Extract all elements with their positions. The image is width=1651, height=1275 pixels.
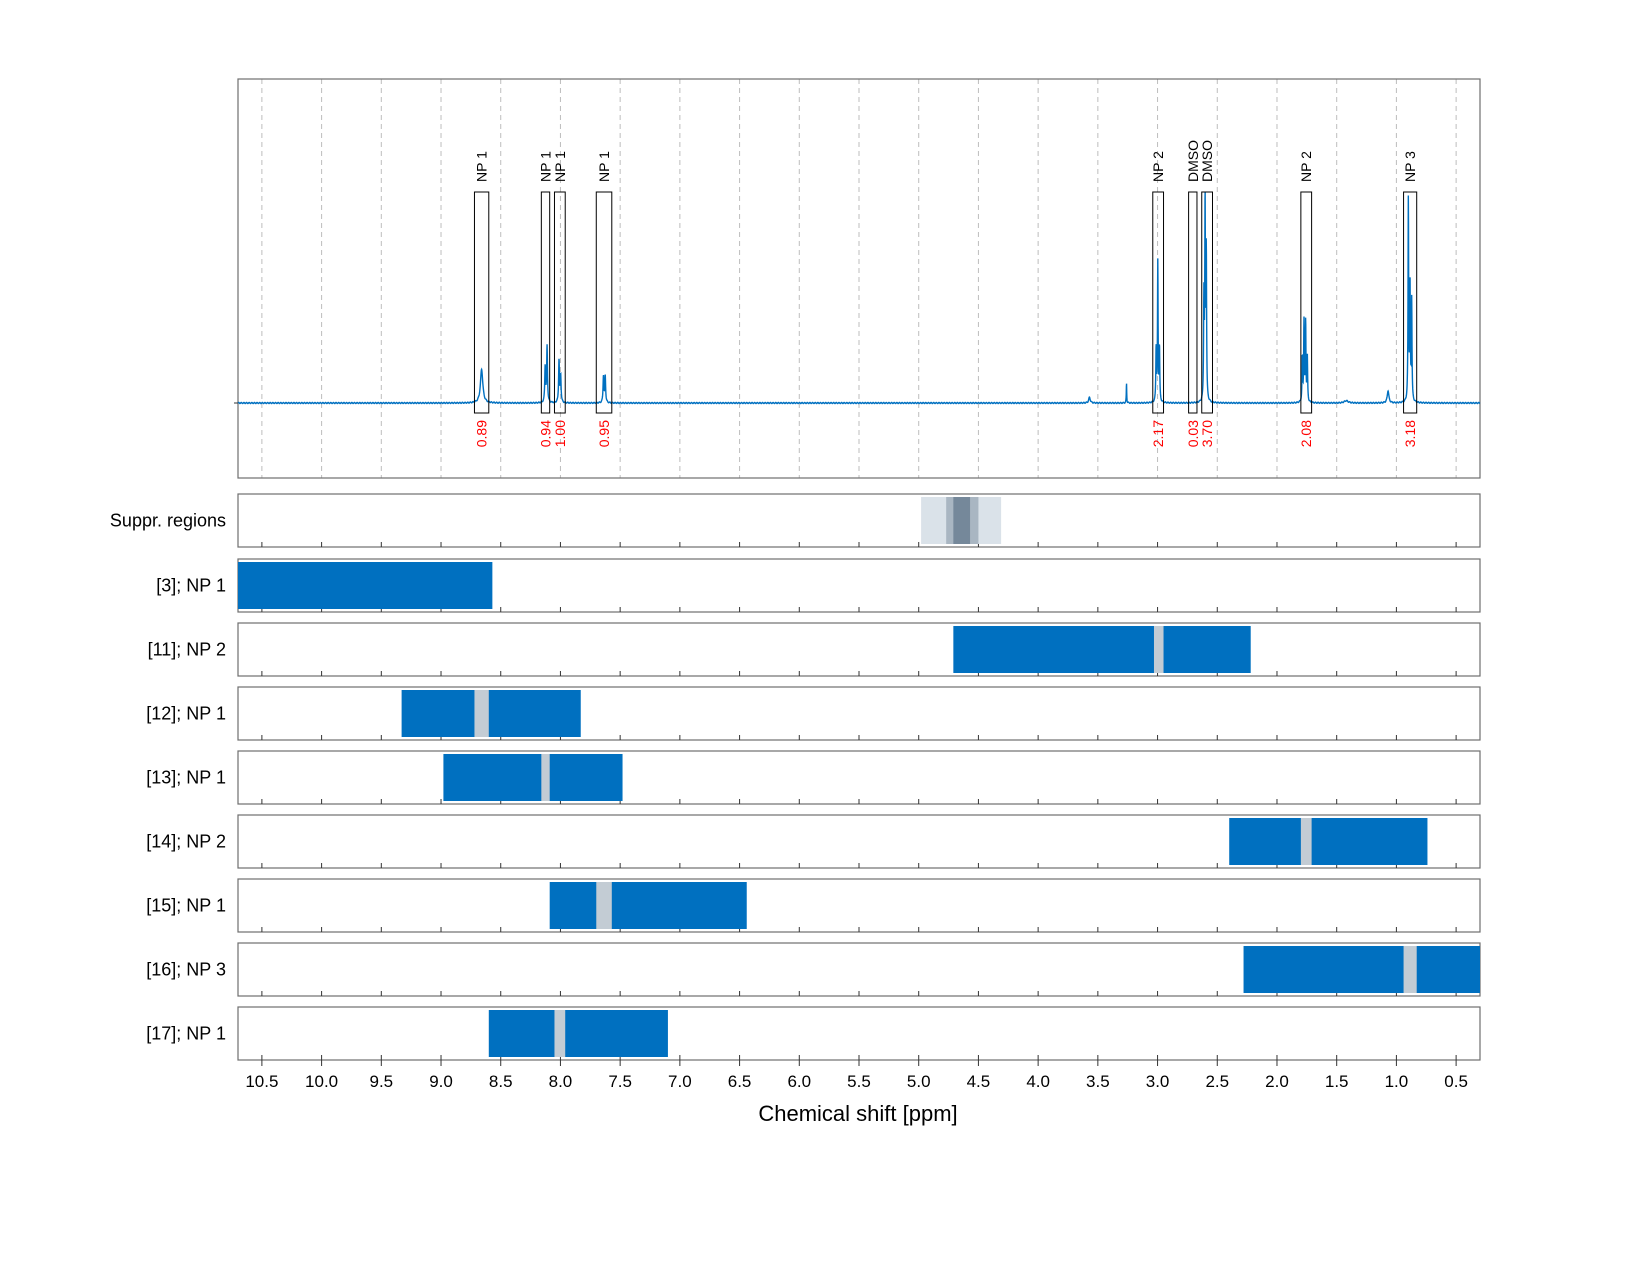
- grid-layer: [261, 79, 1457, 478]
- x-tick-label-3: 9.0: [429, 1072, 453, 1091]
- x-tick-label-11: 5.0: [907, 1072, 931, 1091]
- peak-region-box-1: [540, 191, 551, 414]
- spectrum-panel: NP 1 0.89 NP 1 0.94 NP 1 1.00 NP 1 0.95 NP 2 2.17…: [234, 78, 1481, 479]
- integral-label-7: 2.08: [1298, 420, 1314, 447]
- peak-label-8: NP 3: [1402, 151, 1418, 182]
- x-tick-label-1: 10.0: [305, 1072, 338, 1091]
- row-label-6: [15]; NP 1: [146, 896, 226, 916]
- integral-label-3: 0.95: [596, 420, 612, 447]
- x-tick-label-13: 4.0: [1026, 1072, 1050, 1091]
- peak-region-box-3: [595, 191, 613, 414]
- x-tick-label-9: 6.0: [787, 1072, 811, 1091]
- region-bar-5: [549, 882, 747, 929]
- region-bar-0: [238, 562, 493, 609]
- integral-label-2: 1.00: [552, 420, 568, 447]
- row-frame-8: [237, 1006, 1481, 1061]
- region-bar-1: [953, 626, 1251, 673]
- x-tick-label-10: 5.5: [847, 1072, 871, 1091]
- suppressed-band-2: [953, 497, 971, 544]
- row-frame-0: [237, 493, 1481, 548]
- x-tick-label-12: 4.5: [967, 1072, 991, 1091]
- peak-label-6: DMSO: [1199, 140, 1215, 182]
- x-tick-label-5: 8.0: [549, 1072, 573, 1091]
- integral-label-5: 0.03: [1185, 420, 1201, 447]
- peak-region-box-0: [473, 191, 490, 414]
- peak-label-4: NP 2: [1150, 151, 1166, 182]
- region-bar-2: [401, 690, 581, 737]
- peak-region-box-4: [1152, 191, 1165, 414]
- peak-label-5: DMSO: [1185, 140, 1201, 182]
- region-bar-6: [1243, 946, 1480, 993]
- peak-region-box-8: [1403, 191, 1418, 414]
- peak-region-box-6: [1201, 191, 1213, 414]
- region-rows: Suppr. regions [3]; NP 1 [11]; NP 2 [12]; N…: [110, 493, 1481, 1061]
- row-label-3: [12]; NP 1: [146, 704, 226, 724]
- x-tick-label-2: 9.5: [369, 1072, 393, 1091]
- spectrum-trace: [237, 191, 1481, 405]
- region-bar-7: [488, 1010, 668, 1057]
- peak-label-7: NP 2: [1298, 151, 1314, 182]
- integral-label-8: 3.18: [1402, 420, 1418, 447]
- region-gap-3: [541, 754, 550, 801]
- peak-label-0: NP 1: [474, 151, 490, 182]
- peak-region-box-7: [1300, 191, 1313, 414]
- integral-label-6: 3.70: [1199, 420, 1215, 447]
- peak-region-box-5: [1188, 191, 1198, 414]
- x-tick-label-8: 6.5: [728, 1072, 752, 1091]
- region-gap-6: [1403, 946, 1417, 993]
- row-label-2: [11]; NP 2: [148, 640, 226, 660]
- spectrum-frame: [237, 78, 1481, 479]
- integral-label-1: 0.94: [538, 420, 554, 447]
- region-bar-4: [1229, 818, 1428, 865]
- region-bar-3: [443, 754, 623, 801]
- x-tick-label-7: 7.0: [668, 1072, 692, 1091]
- x-tick-label-6: 7.5: [608, 1072, 632, 1091]
- row-frame-4: [237, 750, 1481, 805]
- x-tick-label-19: 1.0: [1385, 1072, 1409, 1091]
- x-tick-label-20: 0.5: [1444, 1072, 1468, 1091]
- integral-label-4: 2.17: [1150, 420, 1166, 447]
- x-tick-label-4: 8.5: [489, 1072, 513, 1091]
- region-gap-7: [554, 1010, 566, 1057]
- row-label-8: [17]; NP 1: [146, 1024, 226, 1044]
- region-gap-2: [474, 690, 489, 737]
- peak-label-2: NP 1: [552, 151, 568, 182]
- x-axis: 10.5 10.0 9.5 9.0 8.5 8.0 7.5 7.0 6.5 6.0 5.5 5.0 4.…: [245, 1060, 1468, 1091]
- x-tick-label-0: 10.5: [245, 1072, 278, 1091]
- peak-label-1: NP 1: [538, 151, 554, 182]
- x-tick-label-16: 2.5: [1205, 1072, 1229, 1091]
- row-label-7: [16]; NP 3: [146, 960, 226, 980]
- x-tick-label-15: 3.0: [1146, 1072, 1170, 1091]
- row-frame-2: [237, 622, 1481, 677]
- peak-label-3: NP 1: [596, 151, 612, 182]
- row-label-1: [3]; NP 1: [156, 576, 226, 596]
- peak-region-box-2: [553, 191, 566, 414]
- region-gap-5: [596, 882, 612, 929]
- x-axis-title: Chemical shift [ppm]: [758, 1101, 957, 1126]
- x-tick-label-14: 3.5: [1086, 1072, 1110, 1091]
- x-tick-label-18: 1.5: [1325, 1072, 1349, 1091]
- region-gap-4: [1300, 818, 1312, 865]
- integral-label-0: 0.89: [474, 420, 490, 447]
- row-label-5: [14]; NP 2: [146, 832, 226, 852]
- row-label-0: Suppr. regions: [110, 511, 226, 531]
- x-tick-label-17: 2.0: [1265, 1072, 1289, 1091]
- row-frame-6: [237, 878, 1481, 933]
- region-gap-1: [1153, 626, 1164, 673]
- row-label-4: [13]; NP 1: [146, 768, 226, 788]
